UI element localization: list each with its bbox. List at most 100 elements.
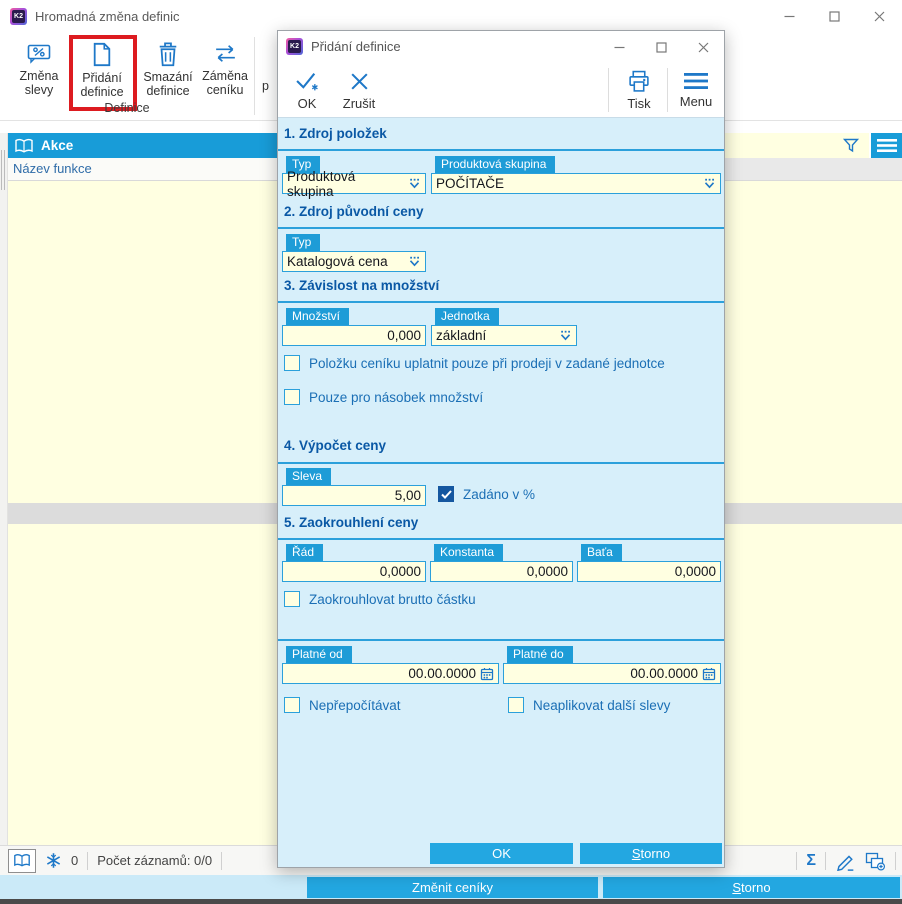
unit-label: Jednotka <box>435 308 499 325</box>
combo-dropdown-icon[interactable] <box>408 178 421 190</box>
brutto-checkbox[interactable] <box>284 591 300 607</box>
combo-dropdown-icon[interactable] <box>703 178 716 190</box>
multiple-checkbox[interactable] <box>284 389 300 405</box>
product-group-combo[interactable]: POČÍTAČE <box>431 173 721 194</box>
checkbox-row-percent: Zadáno v % <box>438 486 535 502</box>
dialog-minimize-icon[interactable] <box>598 31 640 63</box>
valid-from-value: 00.00.0000 <box>408 666 476 681</box>
recalc-checkbox[interactable] <box>284 697 300 713</box>
change-discount-button[interactable]: Změna slevy <box>10 41 68 98</box>
typ2-combo[interactable]: Katalogová cena <box>282 251 426 272</box>
section-rule <box>278 462 724 464</box>
unit-only-checkbox[interactable] <box>284 355 300 371</box>
status-separator <box>796 851 798 870</box>
typ1-combo[interactable]: Produktová skupina <box>282 169 426 199</box>
dialog-toolbar-separator <box>667 68 668 112</box>
bata-value: 0,0000 <box>674 564 716 579</box>
checkbox-row-multiple: Pouze pro násobek množství <box>284 389 483 405</box>
section4-heading: 4. Výpočet ceny <box>284 438 387 453</box>
dialog-storno-button[interactable]: Storno <box>580 843 722 864</box>
product-group-label: Produktová skupina <box>435 156 556 173</box>
rad-field[interactable]: 0,0000 <box>282 561 426 582</box>
field-group-quantity: Množství 0,000 <box>282 307 426 346</box>
sum-icon[interactable]: Σ <box>806 851 816 869</box>
field-group-rad: Řád 0,0000 <box>282 543 426 582</box>
maximize-icon[interactable] <box>812 0 857 32</box>
field-group-product-group: Produktová skupina POČÍTAČE <box>431 155 721 194</box>
dialog-logo-text: K2 <box>288 40 301 53</box>
section2-heading: 2. Zdroj původní ceny <box>284 204 424 219</box>
brutto-label: Zaokrouhlovat brutto částku <box>309 591 476 607</box>
change-pricelists-button[interactable]: Změnit ceníky <box>307 877 598 898</box>
valid-from-field[interactable]: 00.00.0000 <box>282 663 499 684</box>
combo-dropdown-icon[interactable] <box>559 330 572 342</box>
konstanta-label: Konstanta <box>434 544 504 561</box>
quantity-label: Množství <box>286 308 350 325</box>
menu-hamburger-icon <box>684 73 708 89</box>
book-icon <box>14 854 30 867</box>
discount-field[interactable]: 5,00 <box>282 485 426 506</box>
unit-only-label: Položku ceníku uplatnit pouze při prodej… <box>309 355 665 371</box>
snowflake-icon[interactable] <box>45 852 62 869</box>
add-definition-label: Přidání definice <box>80 71 124 100</box>
valid-to-field[interactable]: 00.00.0000 <box>503 663 721 684</box>
unit-combo[interactable]: základní <box>431 325 577 346</box>
dialog-ok-button[interactable]: OK <box>430 843 573 864</box>
konstanta-field[interactable]: 0,0000 <box>430 561 573 582</box>
noother-checkbox[interactable] <box>508 697 524 713</box>
ok-toolbar-button[interactable]: OK <box>284 67 330 113</box>
new-window-icon[interactable] <box>864 851 886 871</box>
field-group-valid-from: Platné od 00.00.0000 <box>282 645 499 684</box>
print-button[interactable]: Tisk <box>614 67 664 113</box>
field-group-typ1: Typ Produktová skupina <box>282 155 426 199</box>
field-group-valid-to: Platné do 00.00.0000 <box>503 645 721 684</box>
swap-pricelist-label: Záměna ceníku <box>202 69 248 98</box>
printer-icon <box>629 70 649 92</box>
rad-label: Řád <box>286 544 324 561</box>
valid-to-value: 00.00.0000 <box>630 666 698 681</box>
dialog-toolbar: OK Zrušit Tisk Menu <box>278 62 724 118</box>
close-icon[interactable] <box>857 0 902 32</box>
typ1-value: Produktová skupina <box>287 168 356 199</box>
product-group-value: POČÍTAČE <box>436 176 505 191</box>
checkmark-icon <box>440 489 452 499</box>
print-label: Tisk <box>627 95 651 111</box>
cancel-toolbar-label: Zrušit <box>342 95 376 111</box>
dialog-close-icon[interactable] <box>682 31 724 63</box>
panel-menu-button[interactable] <box>871 133 902 158</box>
storno-accelerator: S <box>732 880 742 895</box>
cancel-toolbar-button[interactable]: Zrušit <box>332 67 386 113</box>
field-group-discount: Sleva 5,00 <box>282 467 426 506</box>
dialog-titlebar: K2 Přidání definice <box>278 31 724 62</box>
unit-value: základní <box>436 328 487 343</box>
calendar-icon[interactable] <box>702 667 716 681</box>
book-view-button[interactable] <box>8 848 36 873</box>
bata-label: Baťa <box>581 544 622 561</box>
noother-label: Neaplikovat další slevy <box>533 697 671 713</box>
minimize-icon[interactable] <box>767 0 812 32</box>
partial-toolbar-button[interactable]: p <box>262 79 269 93</box>
bata-field[interactable]: 0,0000 <box>577 561 721 582</box>
app-logo-icon: K2 <box>10 7 27 25</box>
valid-to-label: Platné do <box>507 646 573 663</box>
swap-arrows-icon <box>215 45 235 62</box>
splitter-handle[interactable] <box>1 150 5 190</box>
add-definition-button[interactable]: Přidání definice <box>73 41 131 100</box>
cancel-x-icon <box>350 72 368 90</box>
highlight-box: Přidání definice <box>69 35 137 111</box>
dialog-body: 1. Zdroj položek Typ Produktová skupina … <box>278 118 724 867</box>
delete-definition-button[interactable]: Smazání definice <box>139 41 197 99</box>
dialog-maximize-icon[interactable] <box>640 31 682 63</box>
section-rule <box>278 149 724 151</box>
quantity-field[interactable]: 0,000 <box>282 325 426 346</box>
combo-dropdown-icon[interactable] <box>408 256 421 268</box>
edit-pencil-icon[interactable] <box>835 851 855 871</box>
status-separator <box>825 851 826 870</box>
filter-funnel-icon[interactable] <box>842 137 860 154</box>
swap-pricelist-button[interactable]: Záměna ceníku <box>198 41 252 98</box>
menu-button[interactable]: Menu <box>671 67 721 113</box>
typ2-value: Katalogová cena <box>287 254 388 269</box>
main-storno-button[interactable]: Storno <box>603 877 900 898</box>
percent-checkbox[interactable] <box>438 486 454 502</box>
calendar-icon[interactable] <box>480 667 494 681</box>
